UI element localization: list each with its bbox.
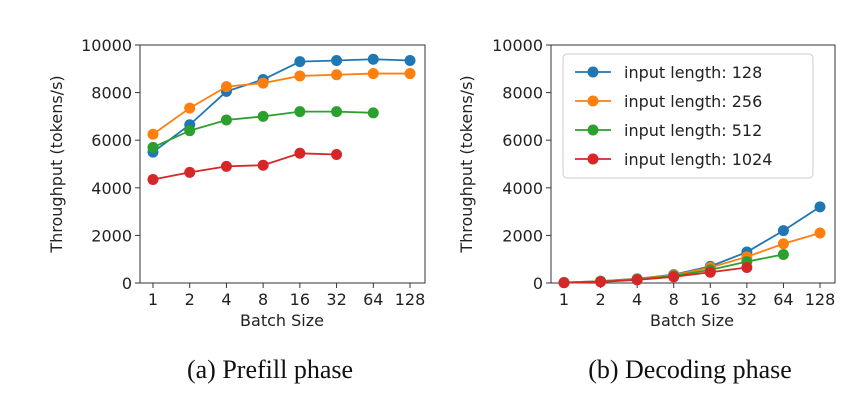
- data-point: [294, 56, 306, 68]
- x-tick-label: 128: [805, 290, 836, 309]
- x-tick-label: 16: [290, 290, 310, 309]
- legend-marker: [587, 153, 599, 165]
- series-line: [152, 152, 337, 181]
- chart-prefill: 0 2000 4000 6000 8000 10000 1 2 4 8 16 32 64 128 Bat…: [47, 36, 426, 384]
- y-tick-label: 6000: [91, 131, 132, 150]
- caption-prefill: (a) Prefill phase: [187, 355, 353, 384]
- data-point: [558, 277, 570, 289]
- caption-decoding: (b) Decoding phase: [588, 355, 792, 384]
- y-axis-label-prefill: Throughput (tokens/s): [47, 75, 66, 253]
- legend-label: input length: 128: [624, 63, 762, 82]
- x-tick-label: 8: [258, 290, 268, 309]
- x-tick-label: 64: [363, 290, 383, 309]
- data-point: [741, 262, 753, 274]
- data-point: [147, 141, 159, 153]
- x-ticks-prefill: 1 2 4 8 16 32 64 128: [148, 283, 425, 309]
- y-tick-label: 6000: [502, 131, 543, 150]
- plot-frame-decoding: [550, 44, 836, 284]
- data-point: [331, 69, 343, 81]
- y-tick-label: 0: [122, 274, 132, 293]
- y-tick-label: 2000: [91, 226, 132, 245]
- series-prefill: [147, 53, 416, 185]
- data-point: [147, 128, 159, 140]
- data-point: [777, 248, 789, 260]
- x-tick-label: 1: [559, 290, 569, 309]
- x-tick-label: 64: [773, 290, 793, 309]
- y-tick-label: 10000: [492, 36, 543, 55]
- y-tick-label: 2000: [502, 226, 543, 245]
- x-tick-label: 4: [221, 290, 231, 309]
- data-point: [184, 102, 196, 114]
- chart-decoding: 0 2000 4000 6000 8000 10000 1 2 4 8 16 32 64 128 Bat…: [457, 36, 836, 384]
- x-tick-label: 32: [737, 290, 757, 309]
- x-axis-label-prefill: Batch Size: [240, 311, 324, 330]
- x-tick-label: 2: [595, 290, 605, 309]
- data-point: [257, 110, 269, 122]
- x-tick-label: 16: [700, 290, 720, 309]
- data-point: [404, 68, 416, 80]
- y-tick-label: 10000: [81, 36, 132, 55]
- data-point: [294, 70, 306, 82]
- x-ticks-decoding: 1 2 4 8 16 32 64 128: [559, 283, 835, 309]
- data-point: [595, 276, 607, 288]
- x-axis-label-decoding: Batch Size: [650, 311, 734, 330]
- y-ticks-decoding: 0 2000 4000 6000 8000 10000: [492, 36, 551, 293]
- x-tick-label: 4: [632, 290, 642, 309]
- y-axis-label-decoding: Throughput (tokens/s): [457, 75, 476, 253]
- data-point: [331, 106, 343, 118]
- data-point: [184, 166, 196, 178]
- data-point: [777, 238, 789, 250]
- legend-label: input length: 1024: [624, 150, 772, 169]
- y-tick-label: 8000: [502, 84, 543, 103]
- data-point: [257, 159, 269, 171]
- x-tick-label: 128: [395, 290, 426, 309]
- data-point: [220, 81, 232, 93]
- x-tick-label: 2: [185, 290, 195, 309]
- data-point: [331, 54, 343, 66]
- x-tick-label: 1: [148, 290, 158, 309]
- data-point: [814, 227, 826, 239]
- series-decoding: [558, 201, 826, 289]
- legend-marker: [587, 124, 599, 136]
- x-tick-label: 32: [326, 290, 346, 309]
- data-point: [814, 201, 826, 213]
- x-tick-label: 8: [669, 290, 679, 309]
- series-line: [152, 72, 410, 135]
- y-tick-label: 0: [533, 274, 543, 293]
- legend-marker: [587, 95, 599, 107]
- data-point: [184, 125, 196, 137]
- data-point: [367, 68, 379, 80]
- legend: input length: 128 input length: 256 input …: [562, 53, 814, 179]
- data-point: [631, 274, 643, 286]
- data-point: [294, 147, 306, 159]
- legend-label: input length: 512: [624, 121, 762, 140]
- data-point: [331, 148, 343, 160]
- legend-label: input length: 256: [624, 92, 762, 111]
- y-tick-label: 4000: [502, 179, 543, 198]
- data-point: [367, 53, 379, 65]
- data-point: [668, 271, 680, 283]
- legend-box: [562, 53, 814, 179]
- data-point: [220, 160, 232, 172]
- data-point: [777, 225, 789, 237]
- data-point: [294, 106, 306, 118]
- y-ticks-prefill: 0 2000 4000 6000 8000 10000: [81, 36, 140, 293]
- series-line: [152, 58, 411, 153]
- plot-frame-prefill: [139, 44, 426, 284]
- y-tick-label: 8000: [91, 84, 132, 103]
- data-point: [220, 114, 232, 126]
- data-point: [367, 107, 379, 119]
- data-point: [404, 54, 416, 66]
- data-point: [147, 173, 159, 185]
- data-point: [704, 266, 716, 278]
- series-line: [563, 266, 747, 284]
- y-tick-label: 4000: [91, 179, 132, 198]
- data-point: [257, 77, 269, 89]
- legend-marker: [587, 66, 599, 78]
